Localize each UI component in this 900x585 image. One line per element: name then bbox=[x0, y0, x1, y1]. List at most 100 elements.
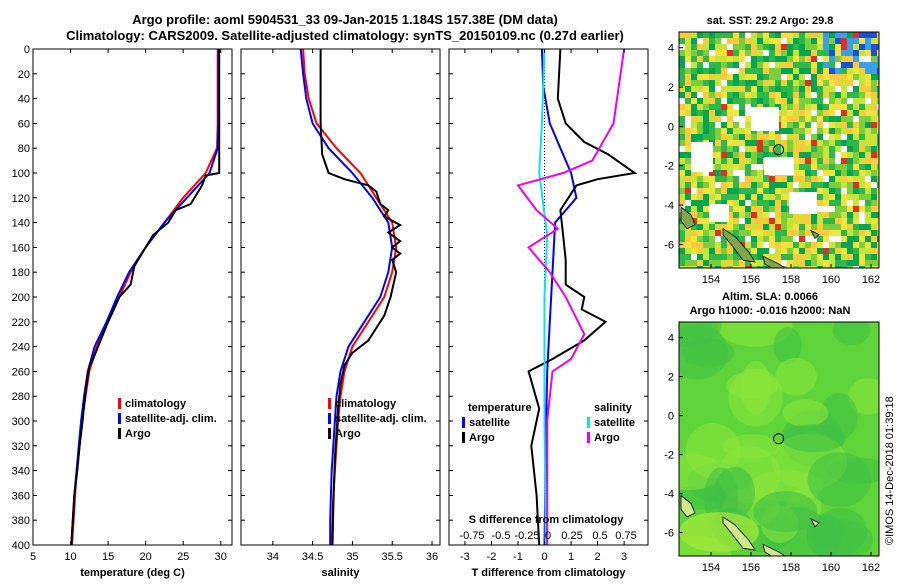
sst-cell bbox=[799, 224, 805, 230]
sst-cell bbox=[805, 176, 811, 182]
sst-cell bbox=[751, 32, 757, 38]
sst-cell bbox=[817, 152, 823, 158]
sst-cell bbox=[709, 170, 715, 176]
sst-cell bbox=[709, 74, 715, 80]
sst-cell bbox=[733, 218, 739, 224]
sla-anomaly-patch bbox=[782, 399, 829, 427]
sst-cell bbox=[787, 80, 793, 86]
sst-cell bbox=[847, 170, 853, 176]
sla-anomaly-patch bbox=[813, 508, 868, 555]
sst-cell bbox=[727, 56, 733, 62]
sst-cell bbox=[865, 254, 871, 260]
x-tick-label: 0 bbox=[541, 551, 547, 563]
sst-cell bbox=[805, 86, 811, 92]
sst-cell bbox=[775, 254, 781, 260]
sst-cell bbox=[727, 110, 733, 116]
sst-cell bbox=[733, 134, 739, 140]
sst-cell bbox=[805, 260, 811, 266]
sst-cell bbox=[691, 218, 697, 224]
sst-cell bbox=[829, 236, 835, 242]
sst-cell bbox=[745, 98, 751, 104]
sst-cell bbox=[877, 152, 879, 158]
sla-anomaly-patch bbox=[781, 424, 847, 453]
sst-cell bbox=[817, 158, 823, 164]
sst-cell bbox=[865, 200, 871, 206]
sst-cell bbox=[793, 128, 799, 134]
sst-cell bbox=[829, 200, 835, 206]
sst-cell bbox=[871, 38, 877, 44]
sst-cell bbox=[703, 254, 709, 260]
sst-cell bbox=[835, 260, 841, 266]
sst-cell bbox=[679, 152, 685, 158]
sst-cell bbox=[727, 182, 733, 188]
sst-cell bbox=[805, 68, 811, 74]
sst-cell bbox=[697, 38, 703, 44]
sst-cell bbox=[745, 194, 751, 200]
sst-cell bbox=[769, 38, 775, 44]
sst-cell bbox=[805, 92, 811, 98]
sst-cell bbox=[727, 152, 733, 158]
sst-cell bbox=[805, 80, 811, 86]
sst-cell bbox=[835, 248, 841, 254]
sst-cell bbox=[763, 38, 769, 44]
sst-cell bbox=[739, 38, 745, 44]
sst-cell bbox=[757, 32, 763, 38]
sst-cell bbox=[847, 74, 853, 80]
map-x-tick-label: 160 bbox=[822, 274, 840, 286]
sst-cell bbox=[745, 266, 751, 268]
sst-cell bbox=[709, 32, 715, 38]
sst-cell bbox=[805, 38, 811, 44]
sst-cell bbox=[859, 242, 865, 248]
sst-cell bbox=[751, 254, 757, 260]
sst-cell bbox=[817, 188, 823, 194]
sst-cell bbox=[769, 200, 775, 206]
sla-anomaly-patch bbox=[773, 327, 802, 365]
y-tick-label: 200 bbox=[12, 292, 30, 304]
sst-cell bbox=[739, 152, 745, 158]
sst-cell bbox=[829, 212, 835, 218]
sst-cell bbox=[817, 164, 823, 170]
sst-cell bbox=[853, 248, 859, 254]
sst-cell bbox=[829, 224, 835, 230]
sst-cell bbox=[859, 206, 865, 212]
sst-cell bbox=[871, 80, 877, 86]
sst-cell bbox=[709, 236, 715, 242]
y-tick-label: 120 bbox=[12, 193, 30, 205]
sst-cell bbox=[727, 146, 733, 152]
sst-cell bbox=[853, 170, 859, 176]
sst-cell bbox=[793, 212, 799, 218]
secondary-tick-label: -0.5 bbox=[492, 530, 511, 542]
sst-cell bbox=[865, 260, 871, 266]
sst-cell bbox=[877, 104, 879, 110]
sst-cell bbox=[871, 164, 877, 170]
sst-cell bbox=[877, 236, 879, 242]
sst-cell bbox=[811, 128, 817, 134]
sst-cell bbox=[817, 170, 823, 176]
sst-cell bbox=[859, 122, 865, 128]
sst-cell bbox=[835, 68, 841, 74]
sst-cell bbox=[799, 128, 805, 134]
sst-cell bbox=[685, 206, 691, 212]
sst-cell bbox=[829, 176, 835, 182]
sst-cell bbox=[697, 128, 703, 134]
sst-cell bbox=[703, 188, 709, 194]
sst-cell bbox=[835, 230, 841, 236]
sst-cell bbox=[805, 236, 811, 242]
sst-cell bbox=[847, 158, 853, 164]
sst-cell bbox=[715, 44, 721, 50]
sst-cell bbox=[847, 236, 853, 242]
sst-cell bbox=[841, 128, 847, 134]
map-x-tick-label: 162 bbox=[862, 274, 880, 286]
sst-cell bbox=[775, 230, 781, 236]
legend-label: Argo bbox=[469, 432, 495, 444]
sst-cell bbox=[739, 224, 745, 230]
sst-cell bbox=[781, 50, 787, 56]
sst-cell bbox=[739, 158, 745, 164]
sst-cell bbox=[715, 62, 721, 68]
sst-cell bbox=[685, 32, 691, 38]
sst-cell bbox=[679, 230, 685, 236]
sst-cell bbox=[811, 56, 817, 62]
sst-cell bbox=[829, 44, 835, 50]
sst-cell bbox=[721, 164, 727, 170]
sst-cell bbox=[853, 200, 859, 206]
